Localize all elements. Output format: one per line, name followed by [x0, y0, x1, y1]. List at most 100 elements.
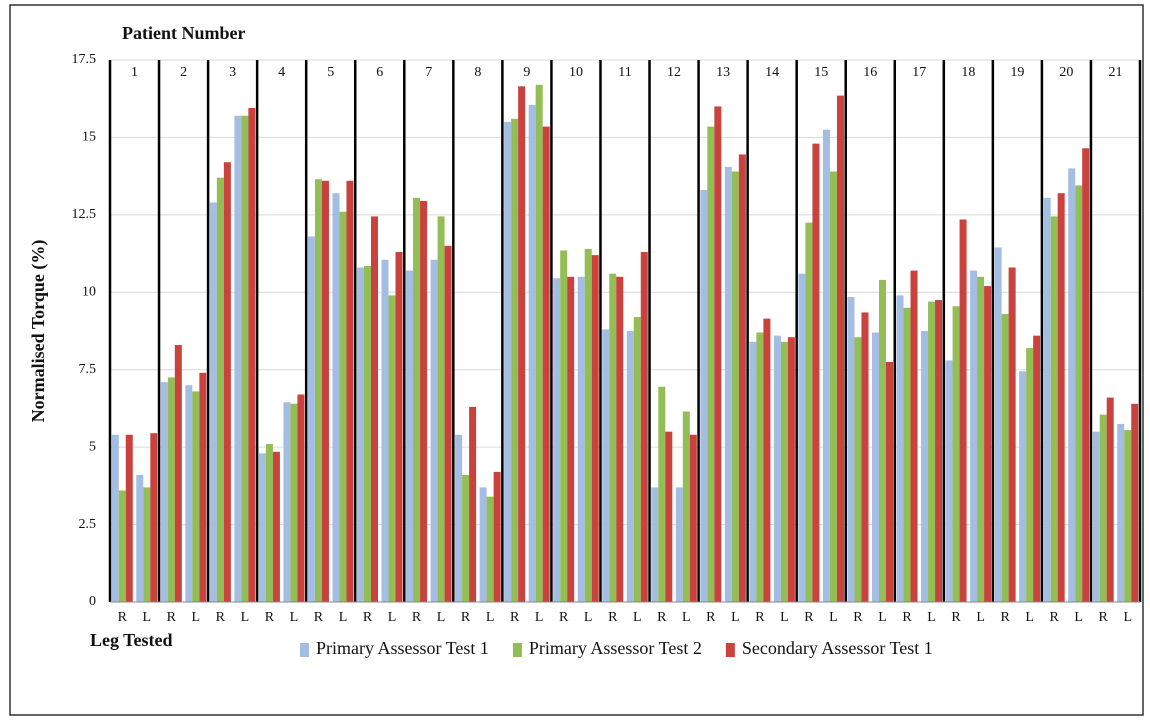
- bar: [234, 115, 242, 603]
- bar: [714, 106, 722, 602]
- bar: [724, 166, 732, 602]
- bar: [518, 86, 526, 603]
- x-tick-label: L: [633, 610, 642, 625]
- bar: [420, 200, 428, 603]
- bar: [297, 394, 305, 602]
- bar: [364, 265, 371, 602]
- group-label: 5: [327, 65, 334, 80]
- legend-label: Primary Assessor Test 1: [316, 638, 489, 658]
- y-tick-label: 2.5: [79, 517, 97, 532]
- y-tick-label: 15: [82, 130, 96, 145]
- bar: [584, 248, 592, 602]
- bar: [185, 385, 193, 602]
- bar: [469, 406, 477, 602]
- bar: [822, 129, 830, 602]
- bar: [118, 490, 126, 602]
- bar: [886, 361, 893, 602]
- bar: [984, 286, 992, 602]
- bar: [970, 270, 978, 602]
- bar: [216, 177, 224, 603]
- group-label: 12: [667, 65, 681, 80]
- bar: [542, 126, 550, 603]
- bar: [602, 329, 610, 602]
- bar: [773, 335, 781, 602]
- bar: [591, 255, 599, 602]
- bar: [977, 276, 985, 602]
- x-tick-label: R: [951, 610, 961, 625]
- group-label: 1: [131, 65, 138, 80]
- x-tick-label: R: [755, 610, 765, 625]
- bar: [199, 372, 207, 602]
- bar: [700, 190, 708, 602]
- bar: [763, 318, 771, 602]
- bar: [861, 312, 869, 602]
- y-tick-label: 0: [89, 594, 96, 609]
- x-tick-label: R: [804, 610, 814, 625]
- x-tick-label: L: [290, 610, 299, 625]
- bar: [689, 434, 697, 602]
- bar: [577, 276, 585, 602]
- bar: [111, 434, 119, 602]
- bar: [626, 331, 634, 602]
- bar: [223, 162, 231, 602]
- bar: [192, 391, 200, 602]
- bar: [675, 487, 683, 602]
- x-tick-label: L: [682, 610, 691, 625]
- bar: [150, 433, 158, 602]
- group-label: 17: [912, 65, 926, 80]
- x-tick-label: L: [731, 610, 740, 625]
- bar: [1075, 185, 1083, 603]
- bar: [553, 278, 561, 602]
- group-label: 3: [229, 65, 236, 80]
- bar: [921, 331, 929, 602]
- bar: [1106, 397, 1114, 602]
- group-label: 2: [180, 65, 187, 80]
- x-tick-label: R: [1049, 610, 1059, 625]
- bar: [283, 402, 291, 602]
- x-tick-label: L: [241, 610, 250, 625]
- bar: [707, 126, 715, 603]
- bar: [339, 211, 347, 602]
- bar: [528, 104, 536, 602]
- bar: [738, 154, 746, 602]
- bar: [462, 475, 470, 602]
- x-axis-title: Leg Tested: [90, 630, 173, 650]
- bar: [504, 121, 512, 602]
- group-label: 14: [765, 65, 779, 80]
- bar: [829, 171, 837, 603]
- legend-label: Primary Assessor Test 2: [529, 638, 702, 658]
- group-label: 7: [425, 65, 432, 80]
- bar: [413, 197, 421, 602]
- bar: [854, 337, 862, 602]
- x-tick-label: L: [339, 610, 348, 625]
- x-tick-label: R: [314, 610, 324, 625]
- bar: [836, 95, 844, 603]
- bar: [381, 259, 389, 602]
- x-tick-label: L: [535, 610, 544, 625]
- bar: [952, 306, 960, 602]
- x-tick-label: R: [657, 610, 667, 625]
- bar: [486, 496, 494, 602]
- group-label: 19: [1010, 65, 1024, 80]
- x-tick-label: R: [706, 610, 716, 625]
- bar: [896, 295, 904, 602]
- y-tick-label: 10: [82, 285, 96, 300]
- bar: [388, 295, 396, 602]
- bar: [1050, 216, 1058, 603]
- bar: [493, 471, 501, 602]
- bar: [395, 252, 403, 602]
- bar: [994, 247, 1002, 602]
- x-tick-label: L: [976, 610, 985, 625]
- bar: [872, 332, 879, 602]
- bar: [910, 270, 918, 602]
- bar: [1124, 430, 1132, 602]
- bar: [1082, 148, 1090, 603]
- frame: [9, 4, 1144, 716]
- bar: [314, 179, 322, 603]
- bar: [1019, 371, 1027, 602]
- bar: [665, 431, 673, 602]
- bar: [1068, 168, 1076, 602]
- x-tick-label: R: [216, 610, 226, 625]
- y-axis-title: Normalised Torque (%): [28, 240, 49, 423]
